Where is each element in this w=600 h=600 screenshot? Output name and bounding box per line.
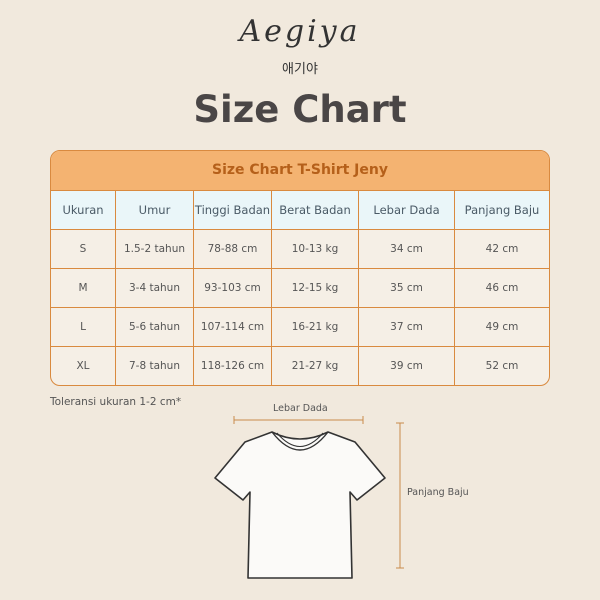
table-header-row: Ukuran Umur Tinggi Badan Berat Badan Lebar D… (51, 191, 549, 230)
table-cell: 107-114 cm (194, 308, 272, 346)
table-cell: 5-6 tahun (116, 308, 194, 346)
table-cell: 16-21 kg (272, 308, 359, 346)
table-row: M 3-4 tahun 93-103 cm 12-15 kg 35 cm 46 cm (51, 269, 549, 308)
table-row: XL 7-8 tahun 118-126 cm 21-27 kg 39 cm 52 cm (51, 347, 549, 385)
size-table: Size Chart T-Shirt Jeny Ukuran Umur Tinggi… (50, 150, 550, 386)
table-cell: 35 cm (359, 269, 455, 307)
table-cell: S (51, 230, 116, 268)
column-header: Umur (116, 191, 194, 229)
table-cell: 118-126 cm (194, 347, 272, 385)
column-header: Panjang Baju (464, 203, 540, 217)
table-cell: 52 cm (485, 360, 519, 372)
column-header: Ukuran (51, 191, 116, 229)
page-title: Size Chart (193, 88, 407, 131)
table-cell: 46 cm (485, 282, 519, 294)
table-cell: 93-103 cm (194, 269, 272, 307)
table-cell: 42 cm (485, 243, 519, 255)
table-cell: 10-13 kg (272, 230, 359, 268)
brand-korean: 애기야 (282, 62, 318, 77)
table-row: L 5-6 tahun 107-114 cm 16-21 kg 37 cm 49 cm (51, 308, 549, 347)
table-cell: 12-15 kg (272, 269, 359, 307)
table-cell: 21-27 kg (272, 347, 359, 385)
brand-logo: Aegiya (239, 14, 361, 49)
table-row: S 1.5-2 tahun 78-88 cm 10-13 kg 34 cm 42 cm (51, 230, 549, 269)
table-cell: M (51, 269, 116, 307)
table-cell: 39 cm (359, 347, 455, 385)
tolerance-note: Toleransi ukuran 1-2 cm* (50, 396, 182, 408)
table-cell: 78-88 cm (194, 230, 272, 268)
table-cell: 7-8 tahun (116, 347, 194, 385)
table-cell: L (51, 308, 116, 346)
length-measure-line (396, 422, 404, 569)
width-measure-line (233, 416, 364, 424)
table-cell: 3-4 tahun (116, 269, 194, 307)
column-header: Tinggi Badan (194, 191, 272, 229)
column-header: Lebar Dada (359, 191, 455, 229)
table-cell: 37 cm (359, 308, 455, 346)
table-cell: 49 cm (485, 321, 519, 333)
column-header: Berat Badan (272, 191, 359, 229)
table-cell: XL (51, 347, 116, 385)
table-title: Size Chart T-Shirt Jeny (51, 151, 549, 191)
width-label: Lebar Dada (273, 403, 328, 414)
length-label: Panjang Baju (407, 487, 469, 498)
table-cell: 34 cm (359, 230, 455, 268)
tshirt-icon (214, 431, 386, 579)
table-cell: 1.5-2 tahun (116, 230, 194, 268)
